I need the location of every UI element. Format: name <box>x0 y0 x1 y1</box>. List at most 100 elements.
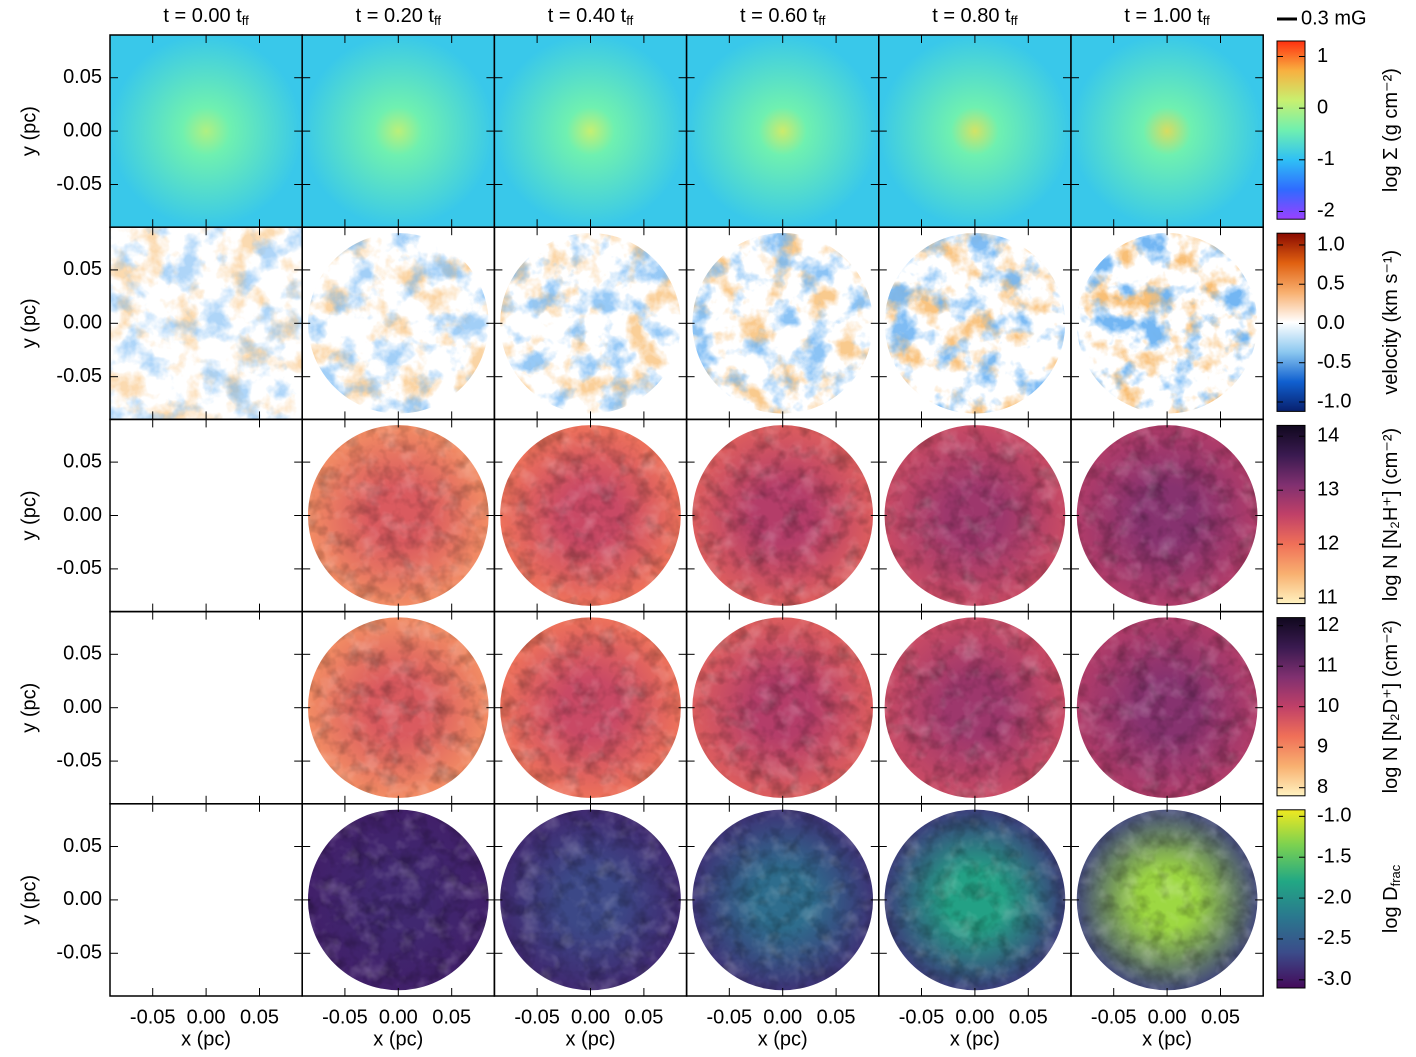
panel <box>110 227 302 419</box>
colorbar <box>1277 810 1305 988</box>
colorbar-label-text: velocity (km s⁻¹) <box>1380 250 1402 395</box>
panel <box>879 419 1071 611</box>
x-tick-label: 0.00 <box>571 1006 610 1028</box>
texture <box>302 419 494 611</box>
x-tick-label: 0.00 <box>763 1006 802 1028</box>
colorbar-label-text: log D <box>1380 886 1402 933</box>
y-tick-label: 0.05 <box>63 643 102 665</box>
colorbar-label: log N [N₂H⁺] (cm⁻²) <box>1380 428 1402 601</box>
panel-frame <box>110 419 302 611</box>
column-title: t = 0.80 tff <box>932 5 1018 28</box>
y-tick-label: 0.05 <box>63 258 102 280</box>
colorbar-tick-label: 12 <box>1317 532 1339 554</box>
colorbar-tick-label: -3.0 <box>1317 968 1351 990</box>
colorbar <box>1277 233 1305 411</box>
panel <box>302 35 494 227</box>
panel-image <box>494 35 686 227</box>
column-title-subscript: ff <box>434 13 441 28</box>
y-tick-label: -0.05 <box>56 557 102 579</box>
panel <box>879 804 1071 996</box>
colorbar-tick-label: 11 <box>1317 654 1338 676</box>
y-tick-label: -0.05 <box>56 365 102 387</box>
x-tick-label: 0.05 <box>817 1006 856 1028</box>
column-title-text: t = 0.20 t <box>356 5 435 27</box>
column-title-text: t = 0.40 t <box>548 5 627 27</box>
panel <box>687 419 879 611</box>
panel <box>494 804 686 996</box>
x-axis-label: x (pc) <box>181 1028 231 1050</box>
panel <box>302 804 494 996</box>
column-title-text: t = 0.00 t <box>163 5 242 27</box>
colorbar-tick-label: 1 <box>1317 45 1328 67</box>
texture <box>879 804 1071 996</box>
colorbar-tick-label: 12 <box>1317 614 1339 636</box>
x-tick-label: -0.05 <box>899 1006 945 1028</box>
y-axis-label: y (pc) <box>18 875 40 925</box>
texture <box>494 419 686 611</box>
column-title-subscript: ff <box>1203 13 1210 28</box>
panel <box>110 612 302 804</box>
column-title: t = 0.20 tff <box>356 5 442 28</box>
colorbar-tick-label: -1 <box>1317 148 1335 170</box>
y-tick-label: 0.05 <box>63 66 102 88</box>
panel <box>687 612 879 804</box>
colorbar-label-text: log N [N₂D⁺] (cm⁻²) <box>1380 620 1402 793</box>
colorbar-tick-label: 0.0 <box>1317 312 1345 334</box>
colorbar-tick-label: -2.0 <box>1317 886 1351 908</box>
page: t = 0.00 tfft = 0.20 tfft = 0.40 tfft = … <box>0 0 1416 1057</box>
panel <box>110 804 302 996</box>
x-tick-label: 0.00 <box>379 1006 418 1028</box>
texture <box>494 804 686 996</box>
panel <box>687 35 879 227</box>
texture <box>687 612 879 804</box>
x-tick-label: -0.05 <box>514 1006 560 1028</box>
y-axis-label: y (pc) <box>18 106 40 156</box>
y-tick-label: 0.05 <box>63 835 102 857</box>
x-axis-label: x (pc) <box>373 1028 423 1050</box>
panel <box>110 419 302 611</box>
texture <box>687 804 879 996</box>
panel <box>110 35 302 227</box>
panel-image <box>302 35 494 227</box>
column-title-text: t = 1.00 t <box>1124 5 1203 27</box>
texture <box>879 419 1071 611</box>
panel-frame <box>110 612 302 804</box>
panel <box>879 35 1071 227</box>
x-tick-label: 0.05 <box>624 1006 663 1028</box>
y-tick-label: 0.00 <box>63 312 102 334</box>
velocity-negative <box>879 227 1071 419</box>
column-title: t = 0.60 tff <box>740 5 826 28</box>
panel <box>494 35 686 227</box>
y-axis-label: y (pc) <box>18 491 40 541</box>
texture <box>687 419 879 611</box>
colorbar-tick-label: -0.5 <box>1317 351 1351 373</box>
panel-image <box>1071 35 1263 227</box>
panel <box>687 227 879 419</box>
panel-image <box>687 35 879 227</box>
panel <box>879 227 1071 419</box>
colorbar-tick-label: 14 <box>1317 424 1339 446</box>
colorbar-label: log N [N₂D⁺] (cm⁻²) <box>1380 620 1402 793</box>
panel <box>687 804 879 996</box>
panel <box>302 227 494 419</box>
column-title-text: t = 0.60 t <box>740 5 819 27</box>
column-title-subscript: ff <box>626 13 633 28</box>
colorbar-tick-label: 10 <box>1317 695 1339 717</box>
y-tick-label: -0.05 <box>56 173 102 195</box>
colorbar-label: log Dfrac <box>1380 864 1403 933</box>
x-axis-label: x (pc) <box>758 1028 808 1050</box>
texture <box>302 804 494 996</box>
colorbar-label-subscript: frac <box>1388 864 1403 886</box>
colorbar <box>1277 425 1305 603</box>
colorbar-tick-label: -1.0 <box>1317 805 1351 827</box>
velocity-negative <box>494 227 686 419</box>
colorbar-tick-label: -1.0 <box>1317 390 1351 412</box>
velocity-negative <box>302 227 494 419</box>
colorbar <box>1277 41 1305 219</box>
panel <box>302 419 494 611</box>
colorbar-tick-label: 0.5 <box>1317 273 1345 295</box>
panel <box>494 419 686 611</box>
x-axis-label: x (pc) <box>950 1028 1000 1050</box>
texture <box>1071 804 1263 996</box>
